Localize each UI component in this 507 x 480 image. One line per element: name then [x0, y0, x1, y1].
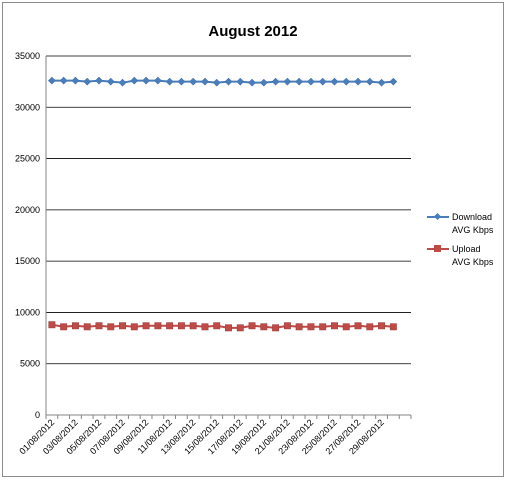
legend-label-line: Upload — [452, 244, 481, 254]
data-point — [342, 323, 350, 331]
data-point — [354, 322, 362, 330]
y-tick-label: 35000 — [15, 51, 40, 61]
legend-label: Upload AVG Kbps — [452, 243, 507, 269]
data-point — [283, 322, 291, 330]
data-point — [213, 322, 221, 330]
data-point — [225, 324, 232, 332]
line-chart: 0500010000150002000025000300003500001/08… — [15, 51, 412, 456]
data-point — [142, 76, 151, 85]
data-point — [154, 322, 162, 330]
data-point — [119, 322, 126, 330]
data-point — [248, 322, 256, 330]
data-point — [83, 323, 91, 331]
data-point — [295, 323, 303, 331]
data-point — [142, 322, 150, 330]
y-tick-label: 30000 — [15, 102, 40, 112]
data-point — [377, 78, 386, 87]
data-point — [189, 77, 198, 86]
data-point — [271, 77, 280, 86]
data-point — [260, 323, 268, 331]
data-point — [212, 78, 221, 87]
legend-label-line: AVG Kbps — [452, 257, 494, 267]
data-point — [236, 77, 245, 86]
data-point — [366, 323, 374, 331]
data-point — [106, 77, 115, 86]
y-tick-label: 5000 — [20, 359, 40, 369]
series-line — [51, 323, 394, 329]
chart-frame: August 2012 0 5000 10000 15000 20000 25000 300… — [2, 2, 504, 477]
data-point — [166, 322, 174, 330]
data-point — [365, 77, 374, 86]
chart-title: August 2012 — [208, 23, 298, 40]
data-point — [259, 78, 268, 87]
legend-entry: Download AVG Kbps — [427, 211, 507, 239]
data-point — [71, 76, 80, 85]
data-point — [306, 77, 315, 86]
data-point — [201, 323, 209, 331]
data-point — [60, 323, 68, 331]
data-point — [118, 78, 127, 87]
data-point — [59, 76, 68, 85]
data-point — [295, 77, 304, 86]
data-point — [307, 323, 315, 331]
data-point — [248, 78, 257, 87]
data-point — [378, 322, 386, 330]
data-point — [318, 77, 327, 86]
y-tick-label: 15000 — [15, 256, 40, 266]
legend-marker — [433, 212, 442, 221]
data-point — [189, 322, 197, 330]
data-point — [177, 77, 186, 86]
legend-label-line: Download — [452, 212, 493, 222]
data-point — [200, 77, 209, 86]
data-point — [47, 76, 56, 85]
data-point — [331, 322, 338, 330]
legend-label-line: AVG Kbps — [452, 225, 494, 235]
data-point — [107, 323, 115, 331]
data-point — [342, 77, 351, 86]
data-point — [272, 324, 280, 332]
legend-entry: Upload AVG Kbps — [427, 243, 507, 271]
data-point — [130, 76, 139, 85]
data-point — [236, 324, 244, 332]
data-point — [319, 323, 327, 331]
data-point — [95, 322, 103, 330]
data-point — [153, 76, 162, 85]
data-point — [165, 77, 174, 86]
data-point — [389, 77, 398, 86]
data-point — [48, 321, 56, 329]
y-tick-label: 20000 — [15, 205, 40, 215]
legend-label: Download AVG Kbps — [452, 211, 507, 237]
data-point — [389, 323, 397, 331]
y-tick-label: 0 — [35, 410, 40, 420]
data-point — [95, 76, 103, 85]
data-point — [330, 77, 339, 86]
data-point — [71, 322, 79, 330]
data-point — [177, 322, 185, 330]
data-point — [354, 77, 362, 86]
data-point — [130, 323, 138, 331]
data-point — [83, 77, 92, 86]
data-point — [283, 77, 292, 86]
series-line — [51, 79, 394, 84]
legend-marker — [434, 245, 441, 252]
y-tick-label: 25000 — [15, 154, 40, 164]
y-tick-label: 10000 — [15, 307, 40, 317]
data-point — [224, 77, 233, 86]
